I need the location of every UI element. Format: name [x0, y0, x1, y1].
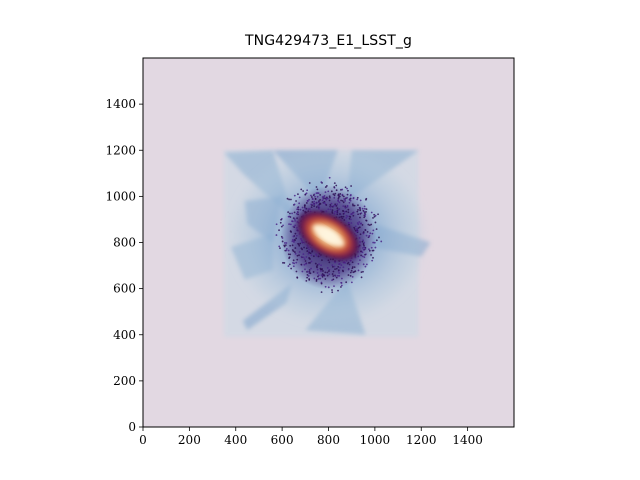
y-tick-label: 400: [113, 328, 136, 342]
y-axis: 0 200 400 600 800 1000 1200 1400: [105, 97, 143, 434]
y-tick-label: 800: [113, 236, 136, 250]
x-tick-label: 800: [317, 433, 340, 447]
x-tick-label: 1400: [452, 433, 483, 447]
y-tick-label: 0: [128, 420, 136, 434]
x-axis: 0 200 400 600 800 1000 1200 1400: [139, 427, 483, 447]
y-tick-label: 1400: [105, 97, 136, 111]
x-tick-label: 200: [178, 433, 201, 447]
x-tick-label: 1200: [406, 433, 437, 447]
y-tick-label: 1000: [105, 189, 136, 203]
axes-area: [142, 57, 515, 428]
x-tick-label: 400: [224, 433, 247, 447]
y-tick-label: 200: [113, 374, 136, 388]
x-tick-label: 0: [139, 433, 147, 447]
x-tick-label: 600: [271, 433, 294, 447]
x-tick-label: 1000: [360, 433, 391, 447]
galaxy-core: [297, 210, 360, 261]
galaxy-image: [224, 150, 431, 338]
y-tick-label: 1200: [105, 143, 136, 157]
plot-title: TNG429473_E1_LSST_g: [245, 33, 412, 49]
y-tick-label: 600: [113, 282, 136, 296]
